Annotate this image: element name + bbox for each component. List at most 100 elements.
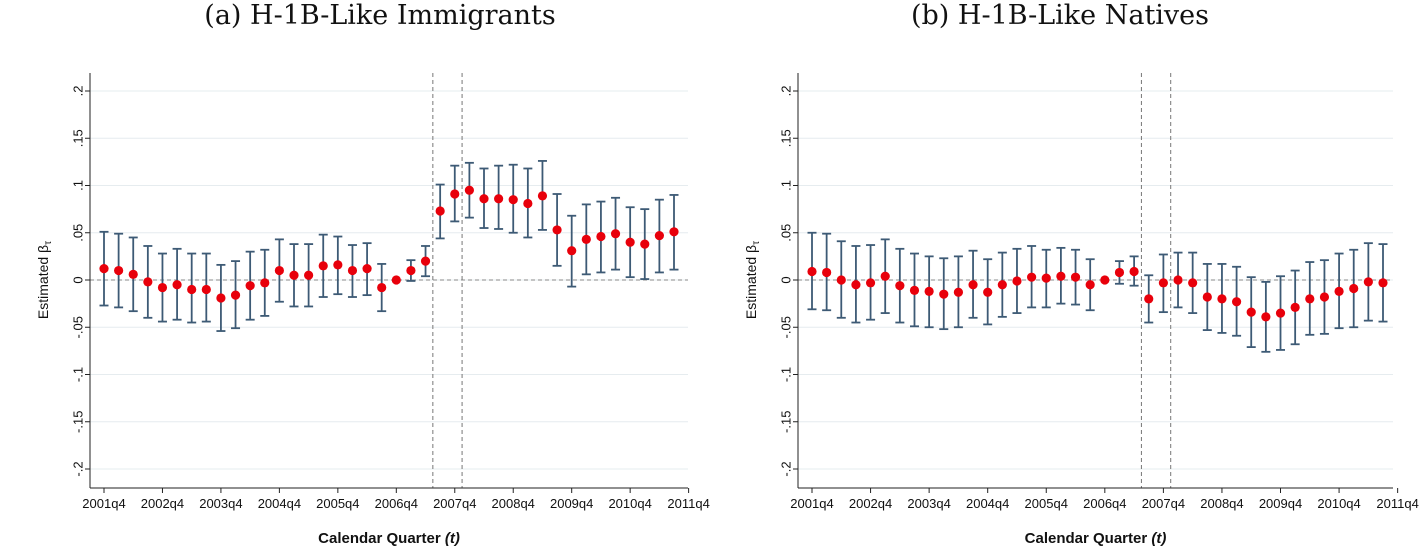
x-tick-label: 2004q4	[966, 496, 1009, 511]
panel-a-plot: .2 .15 .1 .05 0 -.05 -.1 -.15 -.2 2001q4 2002q4 200…	[35, 73, 710, 547]
point-estimate	[552, 225, 562, 235]
point-estimate	[807, 266, 817, 277]
point-estimate	[895, 281, 905, 291]
point-estimate	[450, 189, 460, 199]
point-estimate	[187, 284, 197, 295]
x-tick-label: 2009q4	[550, 496, 593, 511]
point-estimate	[1261, 312, 1271, 322]
y-tick-label: -.2	[778, 461, 793, 476]
point-estimate	[983, 287, 993, 297]
x-tick-label: 2005q4	[316, 496, 359, 511]
point-estimate	[669, 227, 679, 237]
point-estimate	[909, 285, 920, 295]
y-tick-label: .1	[778, 180, 793, 191]
point-estimate	[362, 264, 372, 274]
x-tick-label: 2006q4	[375, 496, 418, 511]
point-estimate	[274, 265, 284, 276]
point-estimate	[1158, 278, 1168, 288]
y-tick-label: .2	[778, 86, 793, 97]
y-axis-label: Estimated βτ	[743, 241, 762, 319]
point-estimate	[1231, 297, 1242, 307]
point-estimate	[851, 280, 861, 290]
point-estimate	[567, 246, 577, 256]
point-estimate	[216, 293, 226, 303]
point-estimate	[523, 198, 533, 209]
point-estimate	[1056, 271, 1066, 281]
point-estimate	[1349, 283, 1359, 294]
x-axis-label: Calendar Quarter (t)	[318, 530, 460, 547]
y-tick-label: 0	[70, 276, 85, 283]
y-tick-label: -.15	[778, 411, 793, 433]
point-estimate	[435, 206, 445, 216]
y-tick-label: -.05	[778, 316, 793, 338]
point-estimate	[880, 271, 890, 281]
point-estimate	[245, 281, 255, 291]
point-estimate	[1275, 308, 1286, 318]
y-tick-label: .1	[70, 180, 85, 191]
point-estimate	[1202, 292, 1212, 302]
point-estimate	[581, 234, 591, 244]
x-axis-label: Calendar Quarter (t)	[1025, 530, 1167, 547]
point-estimate	[1144, 294, 1154, 304]
point-estimate	[464, 185, 474, 195]
x-tick-label: 2002q4	[849, 496, 892, 511]
y-tick-label: .15	[778, 129, 793, 147]
x-tick-label: 2008q4	[1200, 496, 1243, 511]
point-estimate	[1305, 294, 1315, 304]
point-estimate	[924, 286, 934, 296]
point-estimate	[610, 229, 621, 239]
point-estimate	[201, 284, 211, 295]
point-estimate	[939, 289, 949, 299]
x-tick-label: 2010q4	[608, 496, 651, 511]
x-tick-label: 2009q4	[1259, 496, 1302, 511]
point-estimate	[114, 265, 124, 276]
point-estimate	[391, 275, 401, 285]
point-estimate	[596, 231, 606, 242]
point-estimate	[420, 256, 431, 266]
y-tick-label: .2	[70, 86, 85, 97]
point-estimate	[494, 194, 504, 204]
y-tick-label: .05	[778, 224, 793, 242]
x-tick-label: 2006q4	[1083, 496, 1126, 511]
point-estimate	[1129, 266, 1139, 277]
x-tick-label: 2007q4	[433, 496, 476, 511]
y-tick-label: 0	[778, 276, 793, 283]
point-estimate	[865, 278, 876, 288]
point-estimate	[1363, 277, 1373, 287]
point-estimate	[1378, 278, 1388, 288]
point-estimate	[128, 269, 138, 279]
x-tick-label: 2008q4	[492, 496, 535, 511]
point-estimate	[1188, 278, 1198, 288]
point-estimate	[508, 195, 518, 205]
x-tick-label: 2002q4	[141, 496, 184, 511]
point-estimate	[836, 275, 846, 285]
point-estimate	[347, 265, 358, 276]
point-estimate	[1100, 275, 1110, 285]
x-tick-label: 2004q4	[258, 496, 301, 511]
point-estimate	[953, 287, 964, 297]
point-estimate	[479, 194, 489, 204]
x-tick-label: 2001q4	[82, 496, 125, 511]
x-tick-label: 2003q4	[199, 496, 242, 511]
x-tick-label: 2011q4	[1376, 496, 1418, 511]
point-estimate	[1319, 292, 1330, 302]
point-estimate	[1217, 294, 1227, 304]
point-estimate	[822, 267, 832, 278]
point-estimate	[304, 270, 314, 280]
point-estimate	[968, 280, 978, 290]
x-tick-label: 2005q4	[1025, 496, 1068, 511]
panel-b-plot: .2 .15 .1 .05 0 -.05 -.1 -.15 -.2 2001q4 2002q4 200…	[743, 73, 1419, 547]
y-tick-label: -.1	[70, 367, 85, 382]
y-axis-label: Estimated βτ	[35, 241, 54, 319]
x-tick-label: 2003q4	[907, 496, 950, 511]
point-estimate	[997, 280, 1007, 290]
x-tick-label: 2011q4	[667, 496, 709, 511]
point-estimate	[1070, 272, 1081, 282]
y-tick-label: -.1	[778, 367, 793, 382]
point-estimate	[157, 282, 168, 293]
point-estimate	[640, 239, 650, 249]
panel-b-title: (b) H-1B-Like Natives	[910, 0, 1210, 31]
point-estimate	[143, 277, 153, 287]
point-estimate	[1173, 275, 1183, 285]
